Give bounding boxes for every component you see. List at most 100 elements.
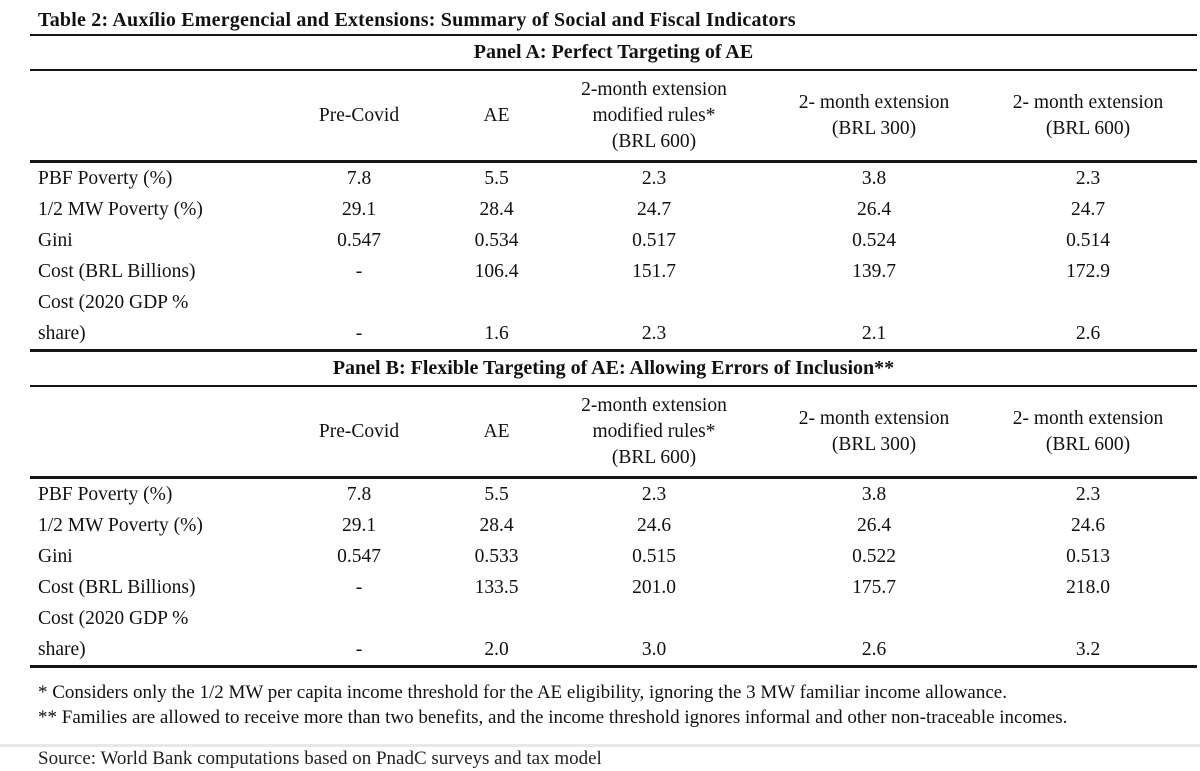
cell-value: 24.6 xyxy=(1070,515,1106,536)
row-label: 1/2 MW Poverty (%) xyxy=(38,199,203,220)
rule-panel-b-bottom xyxy=(30,665,1197,668)
rule-under-title xyxy=(30,34,1197,36)
panel-a-col-ae: AE xyxy=(483,105,510,126)
row-label: Gini xyxy=(38,546,73,567)
table-row: Cost (BRL Billions) - 106.4 151.7 139.7 … xyxy=(30,256,1197,287)
panel-a-heading: Panel A: Perfect Targeting of AE xyxy=(473,41,754,63)
cell-value: 218.0 xyxy=(1066,577,1110,598)
cell-value: 133.5 xyxy=(474,577,519,598)
cell-value: 2.1 xyxy=(861,323,887,344)
cell-value: - xyxy=(355,323,363,344)
row-label: Cost (2020 GDP % share) xyxy=(38,608,189,660)
cell-value: 2.3 xyxy=(641,168,667,189)
table-sheet: Table 2: Auxílio Emergencial and Extensi… xyxy=(30,0,1197,730)
row-label: Gini xyxy=(38,230,73,251)
cell-value: - xyxy=(355,577,363,598)
bottom-divider xyxy=(0,744,1200,747)
cell-value: 2.3 xyxy=(1075,168,1101,189)
rule-panel-a-bottom xyxy=(30,349,1197,352)
rule-under-panel-a-heading xyxy=(30,69,1197,71)
rule-under-panel-b-header xyxy=(30,476,1197,479)
panel-b-col-pre-covid: Pre-Covid xyxy=(318,421,400,442)
cell-value: 3.2 xyxy=(1075,639,1101,660)
cell-value: 28.4 xyxy=(479,199,514,220)
footnotes-block: * Considers only the 1/2 MW per capita i… xyxy=(30,668,1197,730)
cell-value: 0.513 xyxy=(1066,546,1110,567)
cell-value: 2.6 xyxy=(1075,323,1101,344)
cell-value: 106.4 xyxy=(474,261,519,282)
table-row: 1/2 MW Poverty (%) 29.1 28.4 24.7 26.4 2… xyxy=(30,194,1197,225)
cell-value: 3.0 xyxy=(641,639,667,660)
row-label: Cost (2020 GDP % share) xyxy=(38,292,189,344)
cell-value: 3.8 xyxy=(861,484,887,505)
footnote-single-star: * Considers only the 1/2 MW per capita i… xyxy=(38,682,1007,703)
footnote-double-star: ** Families are allowed to receive more … xyxy=(38,707,1068,728)
cell-value: 0.517 xyxy=(632,230,676,251)
cell-value: 2.0 xyxy=(484,639,509,660)
table-title: Table 2: Auxílio Emergencial and Extensi… xyxy=(38,9,796,31)
cell-value: 3.8 xyxy=(861,168,887,189)
cell-value: 151.7 xyxy=(632,261,676,282)
rule-under-panel-a-header xyxy=(30,160,1197,163)
cell-value: 26.4 xyxy=(856,515,892,536)
panel-a-header-row: Pre-Covid AE 2-month extension modified … xyxy=(30,71,1197,160)
panel-b-col-ae: AE xyxy=(483,421,510,442)
cell-value: 5.5 xyxy=(484,168,509,189)
panel-b-header-spacer xyxy=(30,393,264,471)
panel-a-col-pre-covid: Pre-Covid xyxy=(318,105,400,126)
cell-value: 0.547 xyxy=(337,546,381,567)
cell-value: 28.4 xyxy=(479,515,514,536)
panel-a-header-spacer xyxy=(30,77,264,155)
cell-value: 7.8 xyxy=(346,484,372,505)
panel-b-col-ext-600: 2- month extension (BRL 600) xyxy=(1012,408,1164,455)
table-row: Cost (2020 GDP % share) - 1.6 2.3 2.1 2.… xyxy=(30,287,1197,349)
table-row: Gini 0.547 0.534 0.517 0.524 0.514 xyxy=(30,225,1197,256)
panel-a-col-ext-300: 2- month extension (BRL 300) xyxy=(798,92,950,139)
row-label: Cost (BRL Billions) xyxy=(38,261,196,282)
cell-value: 0.534 xyxy=(474,230,519,251)
panel-b-col-ext-modified: 2-month extension modified rules* (BRL 6… xyxy=(581,395,727,468)
cell-value: 2.3 xyxy=(641,323,667,344)
table-row: Gini 0.547 0.533 0.515 0.522 0.513 xyxy=(30,541,1197,572)
table-row: Cost (2020 GDP % share) - 2.0 3.0 2.6 3.… xyxy=(30,603,1197,665)
row-label: PBF Poverty (%) xyxy=(38,484,173,505)
cell-value: 172.9 xyxy=(1066,261,1110,282)
cell-value: - xyxy=(355,639,363,660)
cell-value: 0.522 xyxy=(852,546,896,567)
cell-value: 29.1 xyxy=(341,515,377,536)
cell-value: 24.7 xyxy=(1070,199,1106,220)
cell-value: 2.3 xyxy=(641,484,667,505)
cell-value: 139.7 xyxy=(852,261,896,282)
cell-value: 0.514 xyxy=(1066,230,1110,251)
panel-b-col-ext-300: 2- month extension (BRL 300) xyxy=(798,408,950,455)
cell-value: 175.7 xyxy=(852,577,896,598)
cell-value: 26.4 xyxy=(856,199,892,220)
table-row: PBF Poverty (%) 7.8 5.5 2.3 3.8 2.3 xyxy=(30,163,1197,194)
cell-value: 0.515 xyxy=(632,546,676,567)
table-row: 1/2 MW Poverty (%) 29.1 28.4 24.6 26.4 2… xyxy=(30,510,1197,541)
panel-b-header-row: Pre-Covid AE 2-month extension modified … xyxy=(30,387,1197,476)
row-label: Cost (BRL Billions) xyxy=(38,577,196,598)
source-line-clipped: Source: World Bank computations based on… xyxy=(38,748,602,769)
cell-value: - xyxy=(355,261,363,282)
table-row: PBF Poverty (%) 7.8 5.5 2.3 3.8 2.3 xyxy=(30,479,1197,510)
cell-value: 2.6 xyxy=(861,639,887,660)
cell-value: 0.533 xyxy=(474,546,519,567)
row-label: 1/2 MW Poverty (%) xyxy=(38,515,203,536)
cell-value: 24.7 xyxy=(636,199,672,220)
cell-value: 0.524 xyxy=(852,230,896,251)
rule-under-panel-b-heading xyxy=(30,385,1197,387)
cell-value: 0.547 xyxy=(337,230,381,251)
row-label: PBF Poverty (%) xyxy=(38,168,173,189)
panel-a-col-ext-600: 2- month extension (BRL 600) xyxy=(1012,92,1164,139)
cell-value: 29.1 xyxy=(341,199,377,220)
cell-value: 201.0 xyxy=(632,577,676,598)
cell-value: 24.6 xyxy=(636,515,672,536)
panel-b-heading: Panel B: Flexible Targeting of AE: Allow… xyxy=(332,357,895,379)
panel-a-col-ext-modified: 2-month extension modified rules* (BRL 6… xyxy=(581,79,727,152)
cell-value: 7.8 xyxy=(346,168,372,189)
cell-value: 1.6 xyxy=(484,323,509,344)
cell-value: 2.3 xyxy=(1075,484,1101,505)
cell-value: 5.5 xyxy=(484,484,509,505)
